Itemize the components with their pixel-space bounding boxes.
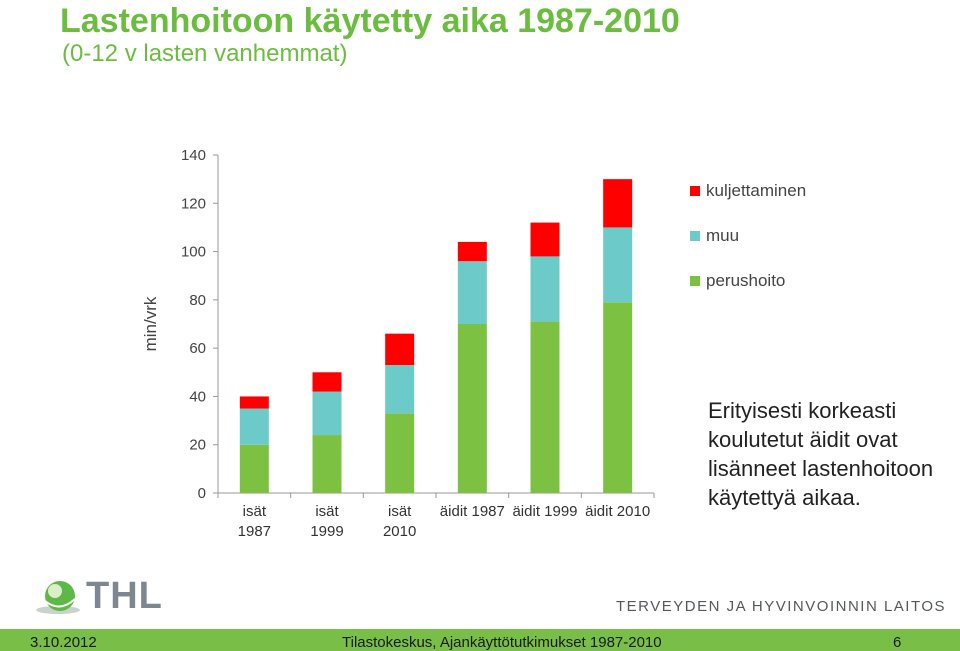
- legend-swatch: [690, 231, 700, 241]
- bar-segment-muu: [457, 261, 487, 324]
- bar-segment-perushoito: [603, 302, 633, 493]
- y-tick-label: 0: [198, 485, 206, 502]
- y-tick-label: 20: [189, 437, 206, 454]
- bar-segment-perushoito: [457, 324, 487, 493]
- bar-segment-muu: [530, 256, 560, 322]
- y-tick-label: 60: [189, 340, 206, 357]
- footer-source: Tilastokeskus, Ajankäyttötutkimukset 198…: [342, 634, 662, 651]
- thl-globe-icon: [36, 580, 80, 614]
- legend-label: perushoito: [706, 271, 786, 290]
- bar-segment-perushoito: [239, 444, 269, 493]
- bar-segment-kuljettaminen: [239, 396, 269, 409]
- chart-annotation: Erityisesti korkeasti koulutetut äidit o…: [708, 398, 934, 510]
- legend-swatch: [690, 276, 700, 286]
- bar-segment-muu: [603, 227, 633, 303]
- legend-item: perushoito: [690, 270, 806, 292]
- page-title: Lastenhoitoon käytetty aika 1987-2010: [60, 2, 680, 40]
- legend-label: kuljettaminen: [706, 181, 807, 200]
- x-tick-label: isät 2010: [383, 503, 416, 540]
- bar-segment-muu: [385, 365, 415, 414]
- x-tick-label: äidit 1987: [440, 503, 505, 520]
- y-axis-label: min/vrk: [141, 296, 160, 351]
- x-tick-label: äidit 2010: [585, 503, 650, 520]
- page-subtitle: (0-12 v lasten vanhemmat): [62, 40, 348, 67]
- legend-swatch: [690, 186, 700, 196]
- bar-segment-perushoito: [312, 435, 342, 493]
- bar-segment-kuljettaminen: [530, 222, 560, 257]
- organization-name: TERVEYDEN JA HYVINVOINNIN LAITOS: [616, 598, 947, 615]
- bar-segment-muu: [239, 408, 269, 445]
- logo-text: THL: [86, 575, 163, 617]
- x-tick-label: isät 1999: [310, 503, 343, 540]
- legend-item: kuljettaminen: [690, 180, 806, 202]
- bar-segment-kuljettaminen: [385, 333, 415, 366]
- chart-legend: kuljettaminen muu perushoito: [690, 180, 806, 315]
- bar-segment-muu: [312, 391, 342, 436]
- x-tick-label: isät 1987: [238, 503, 271, 540]
- bar-segment-kuljettaminen: [312, 372, 342, 392]
- legend-label: muu: [706, 226, 740, 245]
- page-number: 6: [893, 634, 902, 651]
- y-tick-label: 40: [189, 388, 206, 405]
- x-tick-label: äidit 1999: [512, 503, 577, 520]
- y-tick-label: 120: [181, 195, 206, 212]
- legend-item: muu: [690, 225, 806, 247]
- footer-bar: 3.10.2012 Tilastokeskus, Ajankäyttötutki…: [0, 629, 960, 651]
- y-tick-label: 140: [181, 147, 206, 164]
- thl-logo: THL: [34, 575, 163, 618]
- bar-segment-kuljettaminen: [457, 241, 487, 262]
- y-tick-label: 80: [189, 292, 206, 309]
- bar-segment-perushoito: [530, 321, 560, 493]
- footer-date: 3.10.2012: [30, 634, 97, 651]
- bar-segment-perushoito: [385, 413, 415, 493]
- bar-segment-kuljettaminen: [603, 179, 633, 228]
- stacked-bar-chart: 0 20 40 60 80 100 120 140 min/vrk isät 1987 isät 199…: [141, 147, 655, 540]
- y-tick-label: 100: [181, 244, 206, 261]
